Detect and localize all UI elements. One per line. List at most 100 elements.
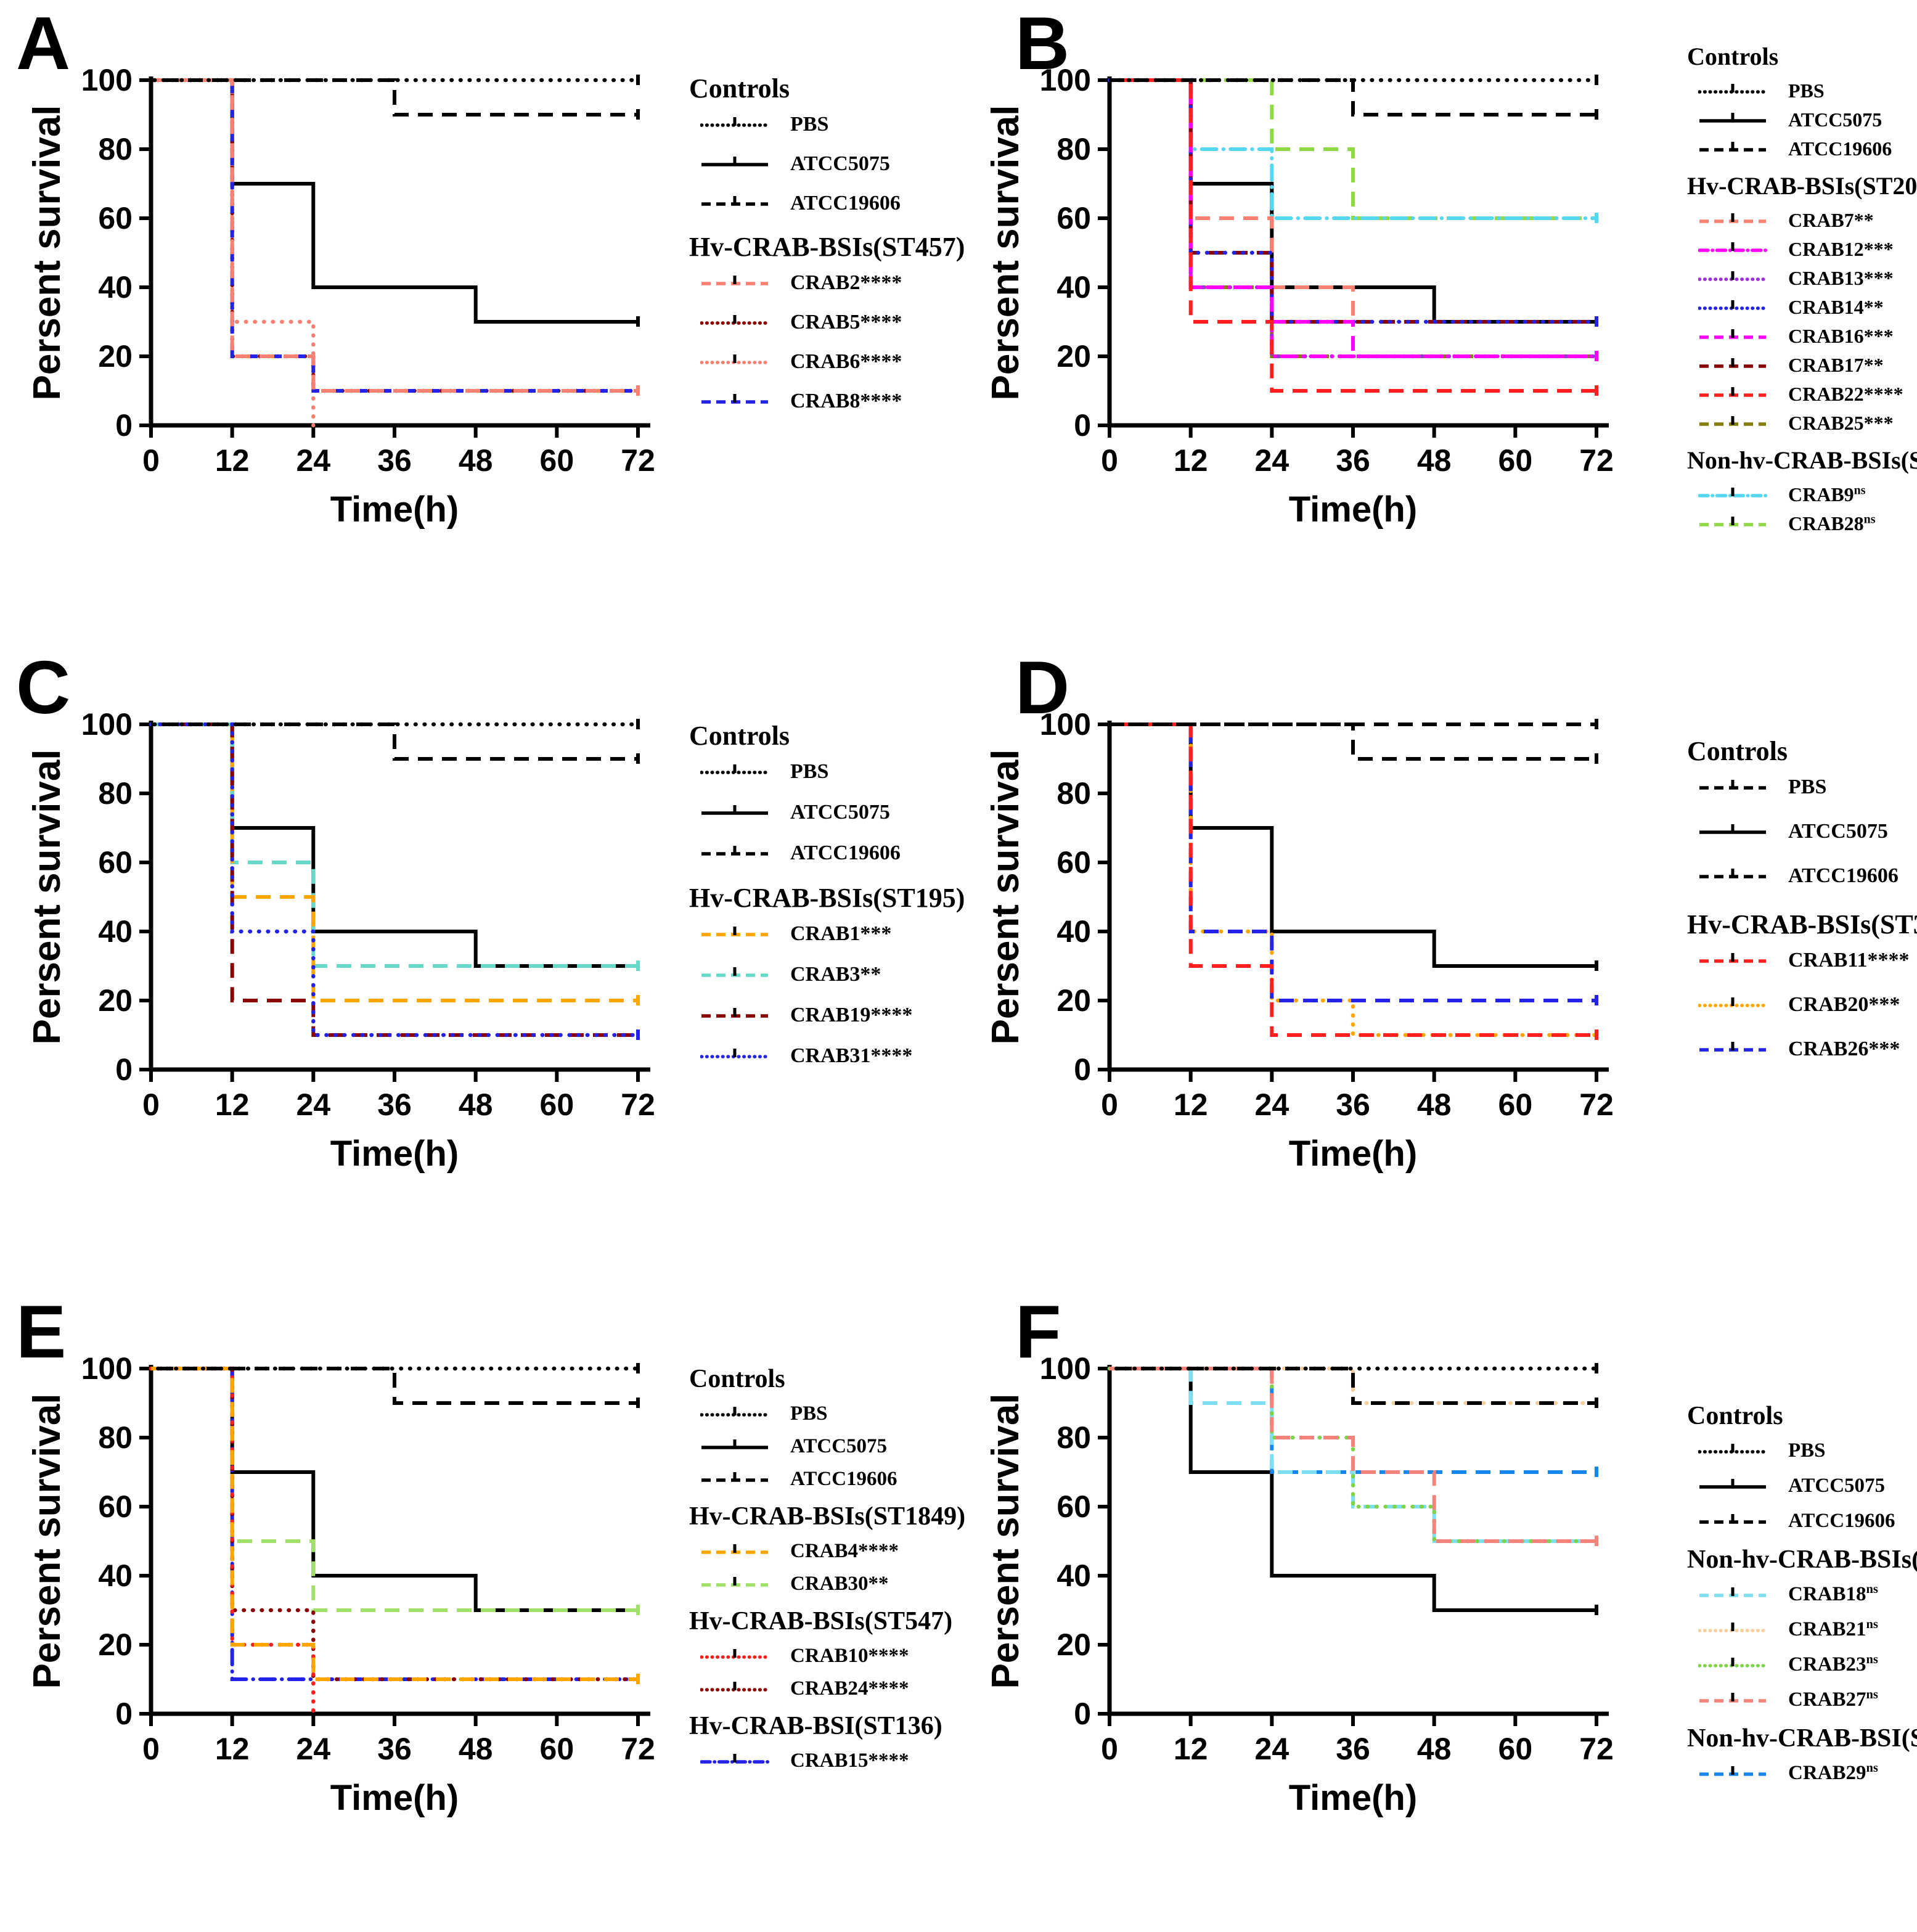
series-ATCC19606 <box>1110 722 1596 761</box>
legend-entry-CRAB12: CRAB12*** <box>1698 238 1917 261</box>
x-tick-label: 36 <box>377 1732 412 1766</box>
legend-significance-stars: **** <box>860 390 902 412</box>
legend-group: Hv-CRAB-BSIs(ST547) CRAB10**** CRAB24**** <box>689 1607 960 1700</box>
legend-swatch-CRAB31 <box>700 1049 769 1058</box>
series-CRAB1 <box>151 722 638 1002</box>
panel-B: B 0 20 40 60 80 100 0 12 24 36 48 60 72 Time(h) Persent… <box>958 0 1917 644</box>
legend-entry-CRAB1: CRAB1*** <box>700 922 960 946</box>
legend-significance-stars: *** <box>1863 267 1894 289</box>
x-tick-label: 72 <box>1579 1732 1614 1766</box>
legend-group: Controls PBS ATCC5075 ATCC19606 <box>1687 735 1917 888</box>
x-tick-label: 48 <box>459 443 493 478</box>
x-tick-label: 60 <box>540 1732 574 1766</box>
series-CRAB31 <box>149 722 640 1038</box>
y-tick-label: 60 <box>98 201 133 235</box>
y-tick-label: 60 <box>1057 201 1091 235</box>
x-tick-label: 24 <box>296 1732 331 1766</box>
legend-label: CRAB22**** <box>1788 383 1903 405</box>
legend-significance-stars: *** <box>1868 993 1900 1016</box>
legend-label: CRAB19**** <box>790 1004 913 1026</box>
legend-entry-CRAB6: CRAB6**** <box>700 350 960 374</box>
x-axis-title: Time(h) <box>330 1134 459 1174</box>
x-tick-label: 0 <box>1101 443 1118 478</box>
legend-group-title: Hv-CRAB-BSIs(ST1849) <box>689 1502 966 1531</box>
legend-swatch-CRAB14 <box>1698 300 1767 310</box>
legend-group: Hv-CRAB-BSIs(ST457) CRAB2**** CRAB5**** CRA… <box>689 231 965 413</box>
y-tick-label: 100 <box>81 707 133 742</box>
legend-entry-CRAB21: CRAB21ns <box>1698 1618 1917 1641</box>
legend-significance-stars: **** <box>868 1750 909 1772</box>
legend-ns-superscript: ns <box>1866 1761 1878 1775</box>
legend-label: PBS <box>790 760 829 783</box>
legend-significance-stars: ** <box>1863 296 1884 318</box>
legend-group-title: Hv-CRAB-BSIs(ST195) <box>689 883 965 913</box>
series-CRAB4 <box>151 1367 638 1681</box>
legend-entry-CRAB13: CRAB13*** <box>1698 267 1917 290</box>
x-tick-label: 72 <box>1579 1087 1614 1122</box>
x-tick-label: 36 <box>377 1087 412 1122</box>
series-CRAB24 <box>149 1366 640 1682</box>
survival-chart-F: 0 20 40 60 80 100 0 12 24 36 48 60 72 Time(h) Persent … <box>986 1351 1614 1818</box>
series-CRAB11 <box>1110 722 1596 1037</box>
y-tick-label: 100 <box>1040 63 1091 97</box>
series-CRAB27 <box>1110 1367 1596 1543</box>
x-tick-label: 12 <box>1174 1087 1208 1122</box>
x-axis-title: Time(h) <box>1289 1778 1417 1818</box>
legend-group: Hv-CRAB-BSIs(ST1849) CRAB4**** CRAB30** <box>689 1502 966 1595</box>
y-tick-label: 0 <box>1074 1697 1091 1731</box>
legend-label: CRAB11**** <box>1788 949 1910 972</box>
x-tick-label: 72 <box>621 1087 655 1122</box>
legend-group: Controls PBS ATCC5075 ATCC19606 <box>689 1364 960 1491</box>
legend-group-title: Controls <box>689 73 790 104</box>
legend-significance-stars: *** <box>860 922 892 945</box>
y-tick-label: 60 <box>98 845 133 880</box>
survival-chart-C: 0 20 40 60 80 100 0 12 24 36 48 60 72 Time(h) Persent … <box>28 707 655 1174</box>
legend-D: Controls PBS ATCC5075 ATCC19606 Hv-CRAB-BSIs… <box>1687 724 1917 1082</box>
legend-swatch-ATCC5075 <box>1699 1478 1766 1489</box>
legend-entry-ATCC19606: ATCC19606 <box>1698 864 1917 888</box>
legend-label: CRAB17** <box>1788 354 1884 376</box>
legend-group: Non-hv-CRAB-BSIs(ST1486) CRAB18ns CRAB21ns… <box>1687 1545 1917 1711</box>
legend-entry-PBS: PBS <box>1698 1439 1917 1462</box>
legend-swatch-CRAB25 <box>1699 415 1766 426</box>
legend-entry-PBS: PBS <box>700 760 960 784</box>
legend-entry-CRAB4: CRAB4**** <box>700 1540 960 1563</box>
legend-swatch-PBS <box>700 117 769 127</box>
legend-ns-superscript: ns <box>1866 1688 1878 1701</box>
y-tick-label: 100 <box>1040 1351 1091 1386</box>
legend-label: CRAB6**** <box>790 350 902 373</box>
legend-label: ATCC19606 <box>1788 137 1892 160</box>
series-CRAB19 <box>151 722 638 1037</box>
y-tick-label: 80 <box>1057 132 1091 166</box>
legend-group-title: Hv-CRAB-BSI(ST136) <box>689 1712 942 1740</box>
legend-swatch-CRAB4 <box>701 1544 768 1554</box>
series-CRAB15 <box>149 1367 640 1681</box>
legend-ns-superscript: ns <box>1866 1582 1878 1596</box>
legend-group-title: Non-hv-CRAB-BSI(ST436) <box>1687 1724 1917 1753</box>
x-tick-label: 24 <box>1255 1087 1290 1122</box>
legend-significance-stars: **** <box>860 271 902 294</box>
legend-group-title: Controls <box>1687 736 1788 766</box>
legend-label: PBS <box>1788 776 1827 798</box>
legend-label: ATCC19606 <box>790 192 901 215</box>
legend-significance-stars: **** <box>868 1645 909 1667</box>
legend-label: CRAB12*** <box>1788 238 1894 260</box>
legend-entry-CRAB11: CRAB11**** <box>1698 949 1917 972</box>
legend-significance-stars: ** <box>868 1573 889 1595</box>
legend-label: CRAB5**** <box>790 311 902 334</box>
legend-significance-stars: *** <box>1868 1038 1900 1060</box>
legend-swatch-CRAB19 <box>701 1008 768 1018</box>
legend-entry-ATCC5075: ATCC5075 <box>1698 1475 1917 1497</box>
legend-significance-stars: **** <box>870 1044 913 1067</box>
legend-entry-CRAB20: CRAB20*** <box>1698 993 1917 1017</box>
legend-swatch-CRAB7 <box>1699 213 1766 223</box>
legend-label: CRAB13*** <box>1788 267 1894 289</box>
panel-letter-F: F <box>1015 1290 1063 1373</box>
x-tick-label: 72 <box>621 443 655 478</box>
panel-A: A 0 20 40 60 80 100 0 12 24 36 48 60 72 Time(h) Persent… <box>0 0 965 644</box>
x-tick-label: 12 <box>1174 443 1208 478</box>
y-tick-label: 20 <box>1057 339 1091 374</box>
panel-C: C 0 20 40 60 80 100 0 12 24 36 48 60 72 Time(h) Persent… <box>0 644 965 1288</box>
legend-swatch-PBS <box>700 764 769 774</box>
y-tick-label: 40 <box>1057 270 1091 305</box>
